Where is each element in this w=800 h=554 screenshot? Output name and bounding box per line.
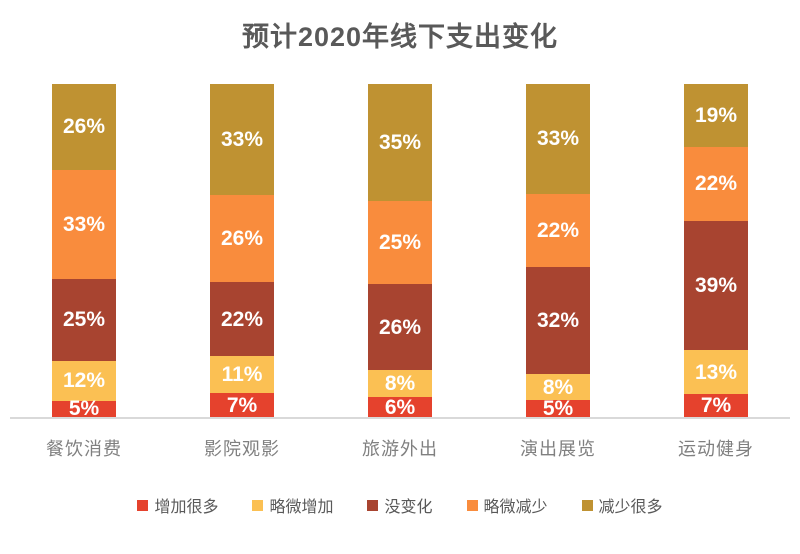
stacked-bar: 33% 26% 22% 11% 7% [210,84,274,417]
legend: 增加很多 略微增加 没变化 略微减少 减少很多 [0,493,800,517]
bar-segment: 6% [368,395,432,419]
legend-item: 没变化 [367,493,433,517]
x-axis-line [10,417,790,419]
stacked-bar: 19% 22% 39% 13% 7% [684,84,748,418]
bar-segment-value-label: 25% [378,230,422,254]
bar-segment: 5% [526,397,590,421]
bar-segment: 13% [684,350,748,394]
bar-segment-value-label: 35% [378,130,422,154]
bar-segment: 7% [210,393,274,417]
stacked-bar: 33% 22% 32% 8% 5% [526,84,590,421]
bar-segment-value-label: 22% [220,307,264,331]
legend-item: 略微增加 [252,493,333,517]
bar-segment: 11% [210,356,274,394]
bar-segment-value-label: 25% [62,308,106,332]
bar-column: 26% 33% 25% 12% 5% [5,84,163,421]
stacked-bar: 35% 25% 26% 8% 6% [368,84,432,419]
legend-item-label: 增加很多 [154,499,219,516]
category-label: 旅游外出 [362,439,438,459]
legend-item: 减少很多 [581,493,663,517]
category-label: 影院观影 [204,439,280,459]
bar-segment-value-label: 6% [384,395,416,419]
legend-item: 增加很多 [137,493,218,517]
bar-segment-value-label: 22% [536,219,580,243]
bar-segment-value-label: 33% [220,128,264,151]
bar-segment-value-label: 11% [221,363,263,387]
bar-segment-value-label: 8% [542,375,574,399]
bar-segment: 35% [368,84,432,201]
bar-segment-value-label: 8% [384,372,416,396]
legend-color-swatch [581,499,593,511]
bar-column: 33% 22% 32% 8% 5% [479,84,637,421]
bar-segment: 5% [52,397,116,421]
bar-segment: 33% [526,84,590,194]
bar-segment-value-label: 26% [62,115,106,139]
legend-color-swatch [367,499,379,511]
bar-segment: 8% [368,370,432,398]
bar-segment-value-label: 39% [694,273,738,297]
bar-segment: 33% [52,169,116,279]
bar-segment: 26% [210,195,274,283]
bar-segment: 22% [526,193,590,268]
legend-item-label: 减少很多 [598,499,663,516]
bar-segment-value-label: 7% [700,393,732,417]
bar-segment: 25% [368,200,432,284]
category-label: 运动健身 [678,439,754,459]
bar-segment: 7% [684,393,748,418]
bar-segment: 8% [526,373,590,401]
legend-color-swatch [252,499,264,511]
bar-column: 33% 26% 22% 11% 7% [163,84,321,417]
legend-color-swatch [466,499,478,511]
bar-segment: 33% [210,84,274,195]
bar-segment-value-label: 22% [694,172,738,196]
bar-segment: 22% [210,282,274,357]
legend-item-label: 略微减少 [483,499,548,516]
legend-item-label: 没变化 [384,499,433,516]
bar-segment-value-label: 13% [694,360,738,384]
bar-segment: 39% [684,220,748,351]
bar-segment-value-label: 26% [220,227,264,251]
stacked-bar: 26% 33% 25% 12% 5% [52,84,116,421]
bar-segment: 26% [52,84,116,170]
bar-segment: 25% [52,278,116,361]
bar-segment-value-label: 32% [536,308,580,332]
stacked-bar-plot-area: 26% 33% 25% 12% 5% 33% 26% 22% 11% 7% 35% 25% 26% 8% 6… [5,84,795,421]
chart-title: 预计2020年线下支出变化 [241,22,559,52]
bar-column: 19% 22% 39% 13% 7% [637,84,795,418]
bar-segment: 26% [368,283,432,371]
bar-segment-value-label: 7% [226,393,258,417]
category-label: 演出展览 [520,439,596,459]
bar-segment-value-label: 33% [62,212,106,236]
bar-segment: 22% [684,147,748,221]
bar-segment-value-label: 19% [694,104,738,128]
bar-segment-value-label: 5% [68,397,100,421]
legend-item: 略微减少 [466,493,548,517]
bar-segment: 32% [526,267,590,374]
bar-segment: 12% [52,360,116,401]
category-axis-labels: 餐饮消费 影院观影 旅游外出 演出展览 运动健身 [5,435,795,461]
legend-color-swatch [137,499,149,511]
bar-segment: 19% [684,84,748,148]
bar-segment-value-label: 5% [542,397,574,421]
bar-column: 35% 25% 26% 8% 6% [321,84,479,419]
chart-page: 预计2020年线下支出变化 26% 33% 25% 12% 5% 33% 26% 22% 11%… [0,20,800,554]
category-label: 餐饮消费 [46,439,122,459]
bar-segment-value-label: 26% [378,315,422,339]
legend-item-label: 略微增加 [269,499,334,516]
bar-segment-value-label: 33% [536,127,580,151]
bar-segment-value-label: 12% [62,369,106,393]
